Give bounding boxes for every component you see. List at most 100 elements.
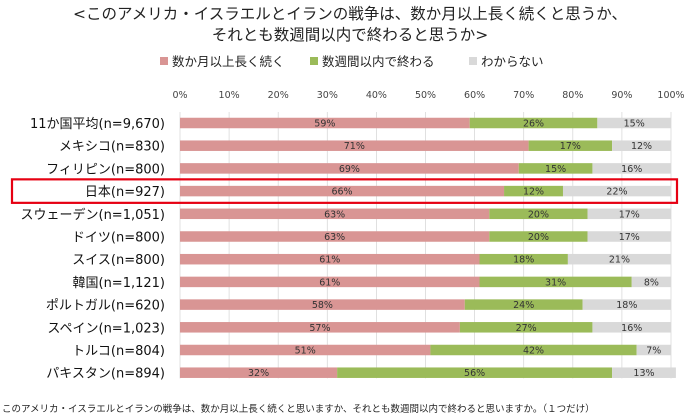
data-label: 15%: [624, 119, 645, 130]
footnote: このアメリカ・イスラエルとイランの戦争は、数か月以上長く続くと思いますか、それと…: [2, 404, 595, 415]
bar-segment-2: [337, 367, 613, 378]
category-label: フィリピン(n=800): [46, 162, 165, 177]
data-label: 12%: [631, 141, 652, 152]
x-tick-label: 0%: [172, 90, 187, 101]
legend-swatch-3: [469, 57, 477, 65]
category-label: スイス(n=800): [72, 253, 165, 268]
data-label: 61%: [319, 277, 340, 288]
data-label: 66%: [331, 187, 352, 198]
legend-label-3: わからない: [481, 54, 544, 69]
stacked-bar-chart: 数か月以上長く続く 数週間以内で終わる わからない 0% 10% 20% 30% 40% 50%…: [10, 54, 685, 382]
data-label: 20%: [528, 232, 549, 243]
data-label: 17%: [619, 232, 640, 243]
x-tick-label: 20%: [268, 90, 289, 101]
bar-segment-1: [180, 299, 465, 310]
category-label: ポルトガル(n=620): [46, 299, 165, 314]
data-label: 57%: [309, 323, 330, 334]
data-label: 16%: [621, 164, 642, 175]
bar-segment-1: [180, 185, 505, 197]
category-label: スウェーデン(n=1,051): [21, 207, 166, 223]
category-label: パキスタン(n=894): [46, 367, 165, 382]
bar-segment-3: [592, 322, 671, 333]
data-label: 8%: [644, 277, 659, 288]
bar-segment-3: [612, 140, 671, 151]
bar-segment-1: [180, 231, 490, 242]
data-label: 18%: [616, 300, 637, 311]
bar-segment-2: [489, 231, 588, 242]
data-label: 20%: [528, 209, 549, 220]
x-tick-label: 60%: [464, 90, 485, 101]
bar-segment-3: [612, 367, 676, 378]
bar-segment-2: [504, 185, 563, 197]
bar-segment-1: [180, 322, 460, 333]
data-label: 61%: [319, 255, 340, 266]
data-label: 13%: [633, 368, 654, 379]
chart-title-line1: <このアメリカ・イスラエルとイランの戦争は、数か月以上長く続くと思うか、: [73, 5, 627, 23]
data-label: 18%: [513, 255, 534, 266]
category-label: メキシコ(n=830): [59, 140, 165, 155]
bar-segment-2: [479, 276, 632, 288]
data-label: 63%: [324, 209, 345, 220]
data-label: 31%: [545, 277, 566, 288]
data-label: 58%: [312, 300, 333, 311]
bar-segment-1: [180, 276, 480, 288]
data-label: 71%: [344, 141, 365, 152]
legend-swatch-1: [160, 57, 168, 65]
data-label: 27%: [516, 323, 537, 334]
data-label: 56%: [464, 368, 485, 379]
data-label: 59%: [314, 119, 335, 130]
x-tick-label: 50%: [415, 90, 436, 101]
legend-swatch-2: [310, 57, 318, 65]
x-tick-label: 30%: [317, 90, 338, 101]
category-label: 日本(n=927): [85, 185, 165, 200]
data-label: 16%: [621, 323, 642, 334]
bar-segment-2: [469, 117, 598, 129]
legend-label-2: 数週間以内で終わる: [322, 54, 435, 69]
bar-segment-2: [479, 253, 568, 265]
x-tick-label: 10%: [219, 90, 240, 101]
x-tick-label: 70%: [513, 90, 534, 101]
bar-segment-3: [562, 185, 671, 197]
bar-segment-1: [180, 117, 470, 129]
data-label: 63%: [324, 232, 345, 243]
data-label: 17%: [619, 209, 640, 220]
data-label: 17%: [560, 141, 581, 152]
bar-segment-2: [528, 140, 613, 151]
data-label: 21%: [609, 255, 630, 266]
bar-segment-1: [180, 253, 480, 265]
bar-segment-2: [459, 322, 593, 333]
category-label: トルコ(n=804): [72, 344, 165, 359]
x-tick-label: 90%: [611, 90, 632, 101]
category-label: 11か国平均(n=9,670): [30, 117, 165, 132]
data-label: 26%: [523, 119, 544, 130]
data-label: 15%: [545, 164, 566, 175]
bar-segment-2: [518, 163, 593, 174]
bar-segment-2: [430, 344, 637, 356]
data-label: 69%: [339, 164, 360, 175]
bar-segment-1: [180, 163, 519, 174]
x-tick-label: 40%: [366, 90, 387, 101]
category-label: 韓国(n=1,121): [73, 276, 166, 291]
bar-segment-2: [489, 208, 588, 220]
data-label: 22%: [606, 187, 627, 198]
data-label: 12%: [523, 187, 544, 198]
bar-segment-3: [631, 276, 671, 288]
bar-segment-3: [587, 208, 671, 220]
bar-segment-1: [180, 140, 529, 151]
x-tick-label: 100%: [657, 90, 684, 101]
chart-title-line2: それとも数週間以内で終わると思うか>: [211, 26, 489, 44]
bar-segment-3: [587, 231, 671, 242]
data-label: 42%: [523, 346, 544, 357]
bar-segment-3: [597, 117, 671, 129]
highlight-box: [10, 178, 679, 204]
bar-segment-1: [180, 367, 338, 378]
category-label: スペイン(n=1,023): [47, 321, 165, 336]
bar-segment-1: [180, 208, 490, 220]
data-label: 51%: [295, 346, 316, 357]
bar-segment-2: [464, 299, 583, 310]
bar-segment-3: [592, 163, 671, 174]
bar-segment-1: [180, 344, 431, 356]
data-label: 32%: [248, 368, 269, 379]
data-label: 7%: [646, 346, 661, 357]
bar-segment-3: [636, 344, 671, 356]
